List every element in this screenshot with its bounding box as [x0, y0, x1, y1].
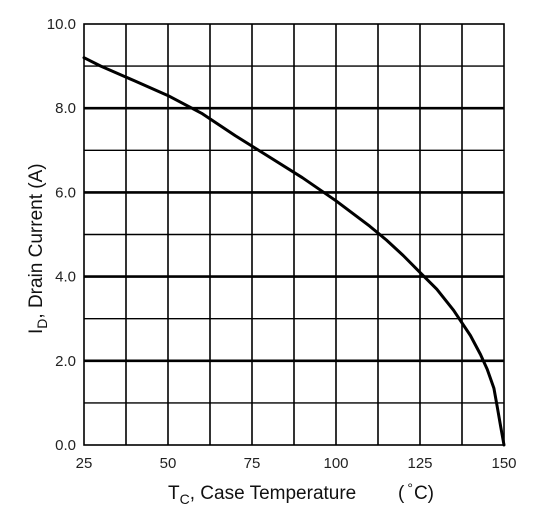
x-tick-label: 100 [323, 455, 348, 472]
x-axis-unit-degree: ° [407, 480, 413, 496]
y-tick-label: 8.0 [55, 100, 76, 117]
x-tick-labels: 25 50 75 100 125 150 [76, 455, 517, 472]
x-tick-label: 125 [407, 455, 432, 472]
x-axis-label-sub: C [180, 491, 190, 507]
x-tick-label: 75 [244, 455, 261, 472]
y-tick-label: 2.0 [55, 353, 76, 370]
grid-lines [84, 24, 504, 445]
y-tick-label: 10.0 [47, 16, 76, 33]
y-axis-label-sub: D [34, 319, 50, 329]
x-axis-unit-open: ( [398, 483, 405, 504]
x-axis-label-main: T [168, 483, 180, 504]
y-tick-labels: 0.0 2.0 4.0 6.0 8.0 10.0 [47, 16, 76, 454]
y-tick-label: 6.0 [55, 184, 76, 201]
x-axis-label: TC, Case Temperature [168, 483, 356, 507]
x-axis-unit: (°C) [398, 480, 434, 504]
x-tick-label: 25 [76, 455, 93, 472]
x-axis-label-rest: , Case Temperature [190, 483, 357, 504]
x-tick-label: 150 [491, 455, 516, 472]
series-layer [82, 56, 506, 447]
drain-current-curve [82, 56, 506, 447]
y-axis-label-main: I [26, 329, 47, 334]
x-tick-label: 50 [160, 455, 177, 472]
plot-frame [83, 23, 505, 446]
y-tick-label: 0.0 [55, 437, 76, 454]
y-axis-label: ID, Drain Current (A) [26, 163, 50, 334]
y-axis-label-rest: , Drain Current (A) [26, 163, 47, 318]
y-tick-label: 4.0 [55, 269, 76, 286]
x-axis-unit-close: C) [414, 483, 434, 504]
